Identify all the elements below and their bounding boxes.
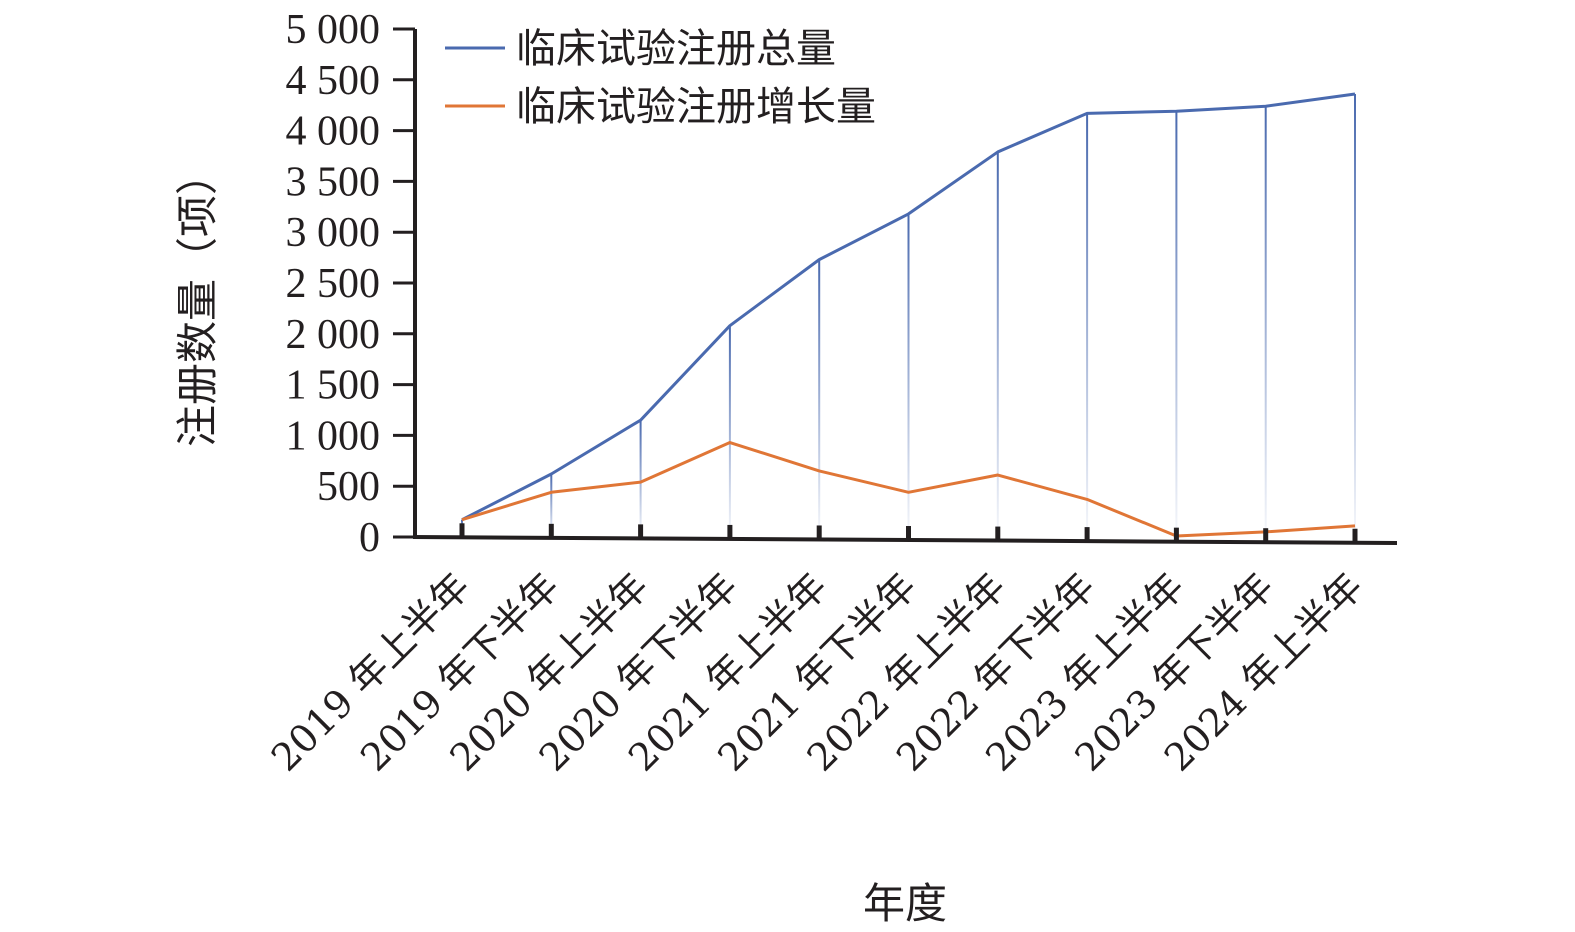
y-tick-label: 4 500 — [286, 58, 381, 104]
y-tick-label: 3 000 — [286, 210, 381, 256]
y-tick-label: 5 000 — [286, 7, 381, 53]
y-axis-title: 注册数量（项） — [173, 153, 222, 447]
y-tick-label: 1 500 — [286, 363, 381, 409]
y-tick-label: 0 — [359, 515, 380, 561]
series-lines-group — [461, 92, 1356, 538]
x-axis-title: 年度 — [863, 879, 947, 928]
y-tick-label: 2 000 — [286, 312, 381, 358]
drop-lines-group — [461, 94, 1356, 537]
y-tick-label: 2 500 — [286, 261, 381, 307]
y-tick-label: 4 000 — [286, 109, 381, 155]
y-tick-label: 500 — [317, 464, 380, 510]
y-tick-label: 3 500 — [286, 159, 381, 205]
legend-label: 临床试验注册总量 — [516, 26, 836, 72]
legend-label: 临床试验注册增长量 — [516, 84, 876, 130]
y-tick-label: 1 000 — [286, 413, 381, 459]
x-axis-line — [412, 535, 1398, 545]
axes-group — [393, 27, 1398, 545]
